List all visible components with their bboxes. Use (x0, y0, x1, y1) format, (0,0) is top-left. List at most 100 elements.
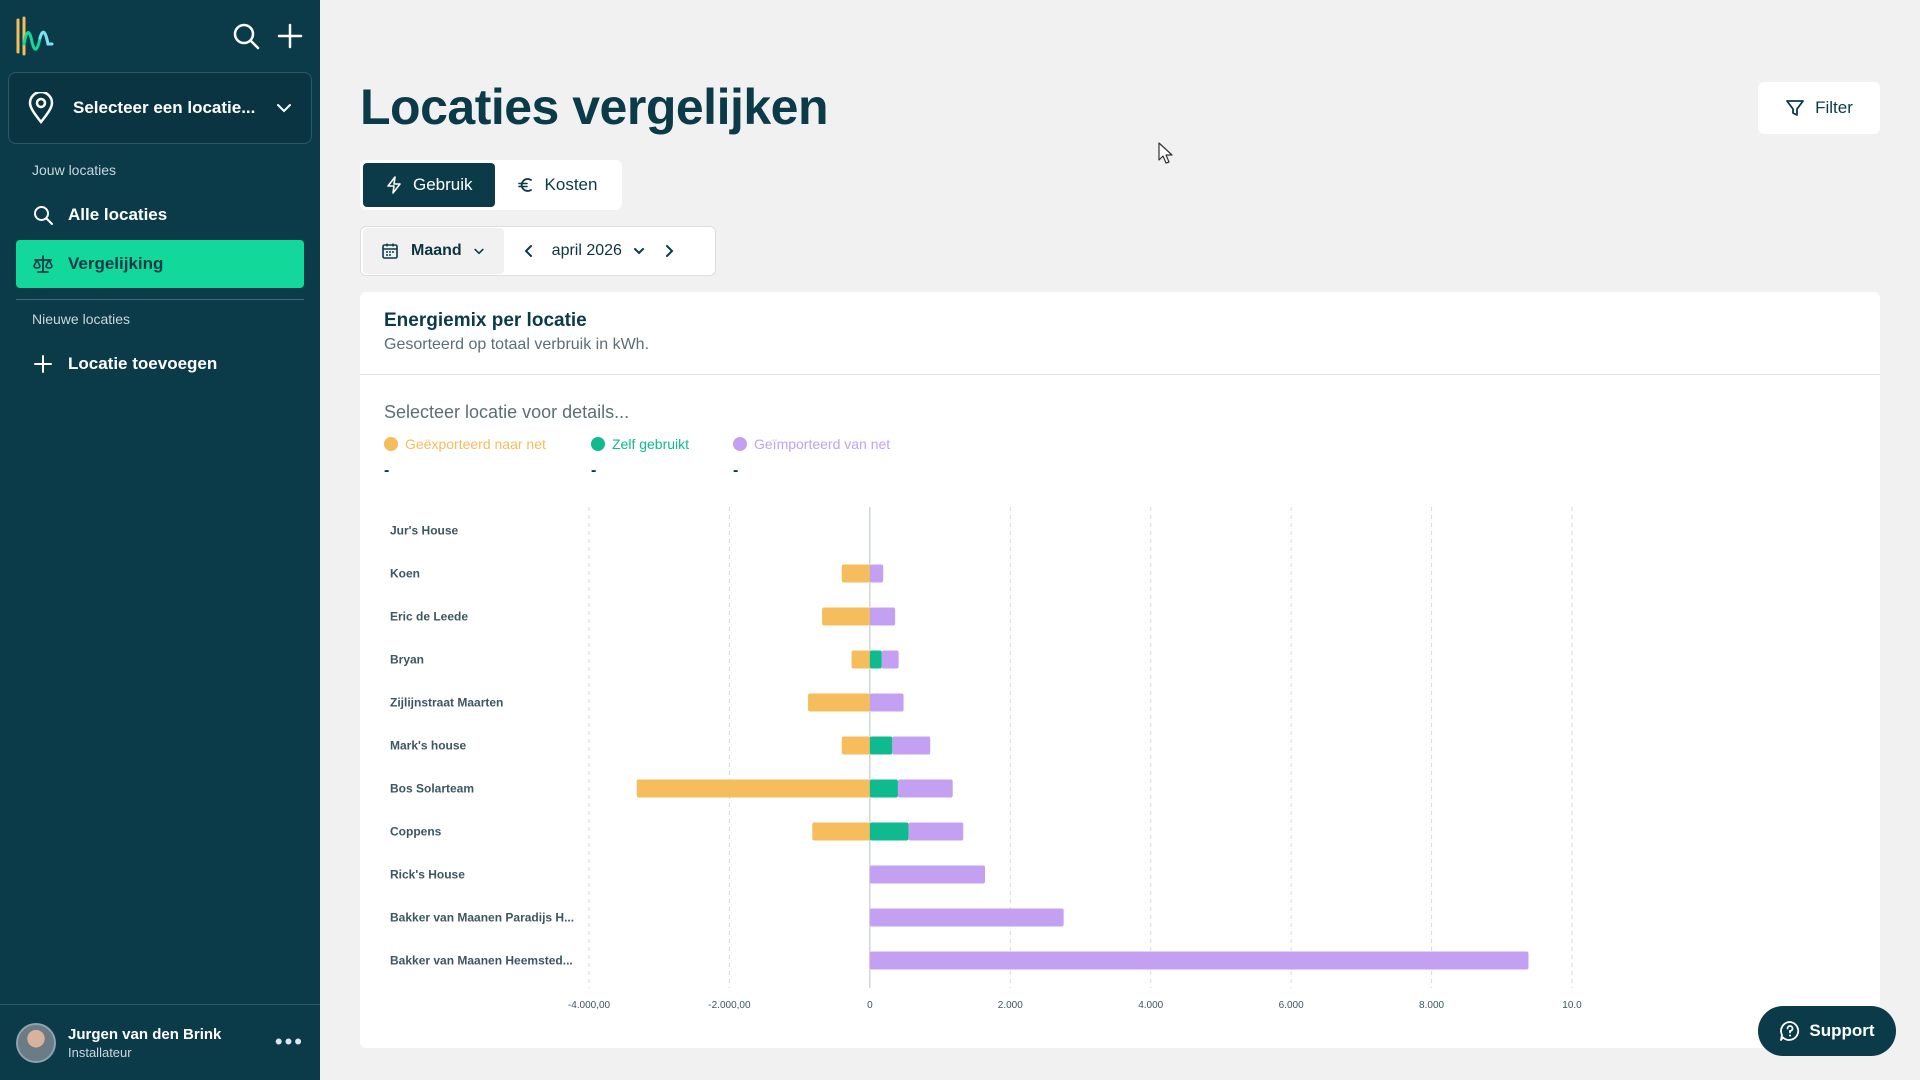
x-tick-label: -2.000,00 (708, 1000, 751, 1011)
energy-mix-chart: -4.000,00 -2.000,00 0 2.000 4.000 6.000 8.000 1… (390, 507, 1582, 1011)
category-label: Rick's House (390, 868, 465, 882)
bar-segment (869, 822, 909, 841)
location-select-label: Selecteer een locatie... (73, 98, 256, 117)
section-label-your-locations: Jouw locaties (32, 162, 117, 178)
legend-label: Geëxporteerd naar net (405, 436, 546, 452)
x-tick-label: 4.000 (1138, 1000, 1163, 1011)
sidebar-divider (16, 299, 304, 300)
card-divider (360, 374, 1880, 375)
category-label: Zijlijnstraat Maarten (390, 696, 503, 710)
previous-period-button[interactable] (512, 231, 546, 271)
calendar-icon (382, 243, 398, 259)
filter-icon (1786, 100, 1805, 116)
legend-value-imported: - (733, 462, 739, 479)
view-tabs: Gebruik Kosten (360, 160, 623, 210)
bar-segment (851, 650, 870, 669)
chevron-down-icon (277, 104, 291, 113)
chevron-down-icon (474, 248, 484, 255)
more-options-icon[interactable]: ••• (274, 1029, 304, 1054)
help-icon (1780, 1021, 1800, 1041)
bar-segment (869, 736, 893, 755)
add-location-label: Locatie toevoegen (68, 354, 218, 373)
sidebar-item-comparison[interactable]: Vergelijking (16, 240, 304, 288)
legend-self-used[interactable]: Zelf gebruikt (591, 436, 689, 452)
next-period-button[interactable] (652, 231, 686, 271)
bar-segment (869, 693, 904, 712)
category-label: Mark's house (390, 739, 467, 753)
scale-icon (33, 255, 53, 273)
bar-segment (822, 607, 870, 626)
chevron-left-icon (524, 245, 532, 257)
sidebar-item-label: Vergelijking (68, 254, 164, 273)
search-icon[interactable] (230, 20, 262, 52)
user-role: Installateur (68, 1044, 132, 1060)
brand-wave-logo[interactable] (14, 14, 54, 58)
legend-dot (591, 437, 605, 451)
bar-segment (881, 650, 899, 669)
lightning-icon (387, 176, 401, 194)
energy-mix-card: Energiemix per locatie Gesorteerd op tot… (360, 292, 1880, 1048)
bar-segment (841, 736, 870, 755)
x-tick-label: 10.0 (1562, 1000, 1582, 1011)
x-tick-label: -4.000,00 (568, 1000, 611, 1011)
bar-segment (841, 564, 870, 583)
plus-icon[interactable] (274, 20, 306, 52)
bar-segment (869, 951, 1529, 970)
bar-segment (892, 736, 931, 755)
tab-label: Kosten (544, 175, 598, 194)
location-select[interactable]: Selecteer een locatie... (8, 72, 312, 144)
user-name: Jurgen van den Brink (68, 1025, 222, 1043)
period-selector: Maand april 2026 (360, 226, 716, 276)
category-label: Jur's House (390, 524, 459, 538)
bar-segment (869, 779, 898, 798)
legend-value-self-used: - (591, 462, 597, 479)
x-tick-label: 2.000 (998, 1000, 1023, 1011)
legend-label: Zelf gebruikt (612, 436, 690, 452)
chevron-down-icon (633, 248, 644, 255)
legend-label: Geïmporteerd van net (754, 436, 891, 452)
bar-segment (869, 564, 884, 583)
user-bar: Jurgen van den Brink Installateur ••• (0, 1004, 320, 1080)
sidebar-item-label: Alle locaties (68, 205, 168, 224)
category-label: Bryan (390, 653, 424, 667)
bar-segment (869, 650, 882, 669)
bar-segment (869, 908, 1064, 927)
search-icon (34, 206, 53, 225)
support-label: Support (1809, 1021, 1875, 1040)
bar-segment (869, 607, 896, 626)
bar-segment (908, 822, 964, 841)
period-value-dropdown[interactable]: april 2026 (546, 242, 652, 260)
period-value-label: april 2026 (551, 242, 622, 259)
select-location-hint: Selecteer locatie voor details... (384, 402, 630, 422)
tab-usage[interactable]: Gebruik (363, 163, 495, 207)
filter-button[interactable]: Filter (1758, 82, 1880, 134)
category-label: Coppens (390, 825, 442, 839)
tab-costs[interactable]: Kosten (495, 163, 620, 207)
category-label: Bakker van Maanen Paradijs H... (390, 911, 574, 925)
plus-icon (34, 355, 52, 373)
avatar[interactable] (16, 1022, 56, 1063)
add-location-button[interactable]: Locatie toevoegen (16, 340, 304, 388)
bar-segment (897, 779, 953, 798)
card-title: Energiemix per locatie (384, 310, 587, 331)
tab-label: Gebruik (413, 175, 473, 194)
legend-value-exported: - (384, 462, 390, 479)
category-label: Bos Solarteam (390, 782, 474, 796)
bar-segment (812, 822, 870, 841)
x-tick-label: 8.000 (1419, 1000, 1444, 1011)
legend-dot (384, 437, 398, 451)
category-label: Bakker van Maanen Heemsted... (390, 954, 573, 968)
euro-icon (517, 178, 532, 192)
bar-segment (808, 693, 870, 712)
legend-exported[interactable]: Geëxporteerd naar net (384, 436, 546, 452)
category-label: Eric de Leede (390, 610, 468, 624)
period-type-dropdown[interactable]: Maand (363, 228, 504, 274)
card-subtitle: Gesorteerd op totaal verbruik in kWh. (384, 336, 650, 353)
legend-imported[interactable]: Geïmporteerd van net (733, 436, 890, 452)
sidebar-item-all-locations[interactable]: Alle locaties (16, 191, 304, 239)
bar-segment (869, 865, 986, 884)
support-button[interactable]: Support (1758, 1006, 1896, 1056)
x-tick-label: 6.000 (1279, 1000, 1304, 1011)
mouse-cursor-icon (1158, 142, 1173, 164)
page-title: Locaties vergelijken (360, 79, 829, 135)
